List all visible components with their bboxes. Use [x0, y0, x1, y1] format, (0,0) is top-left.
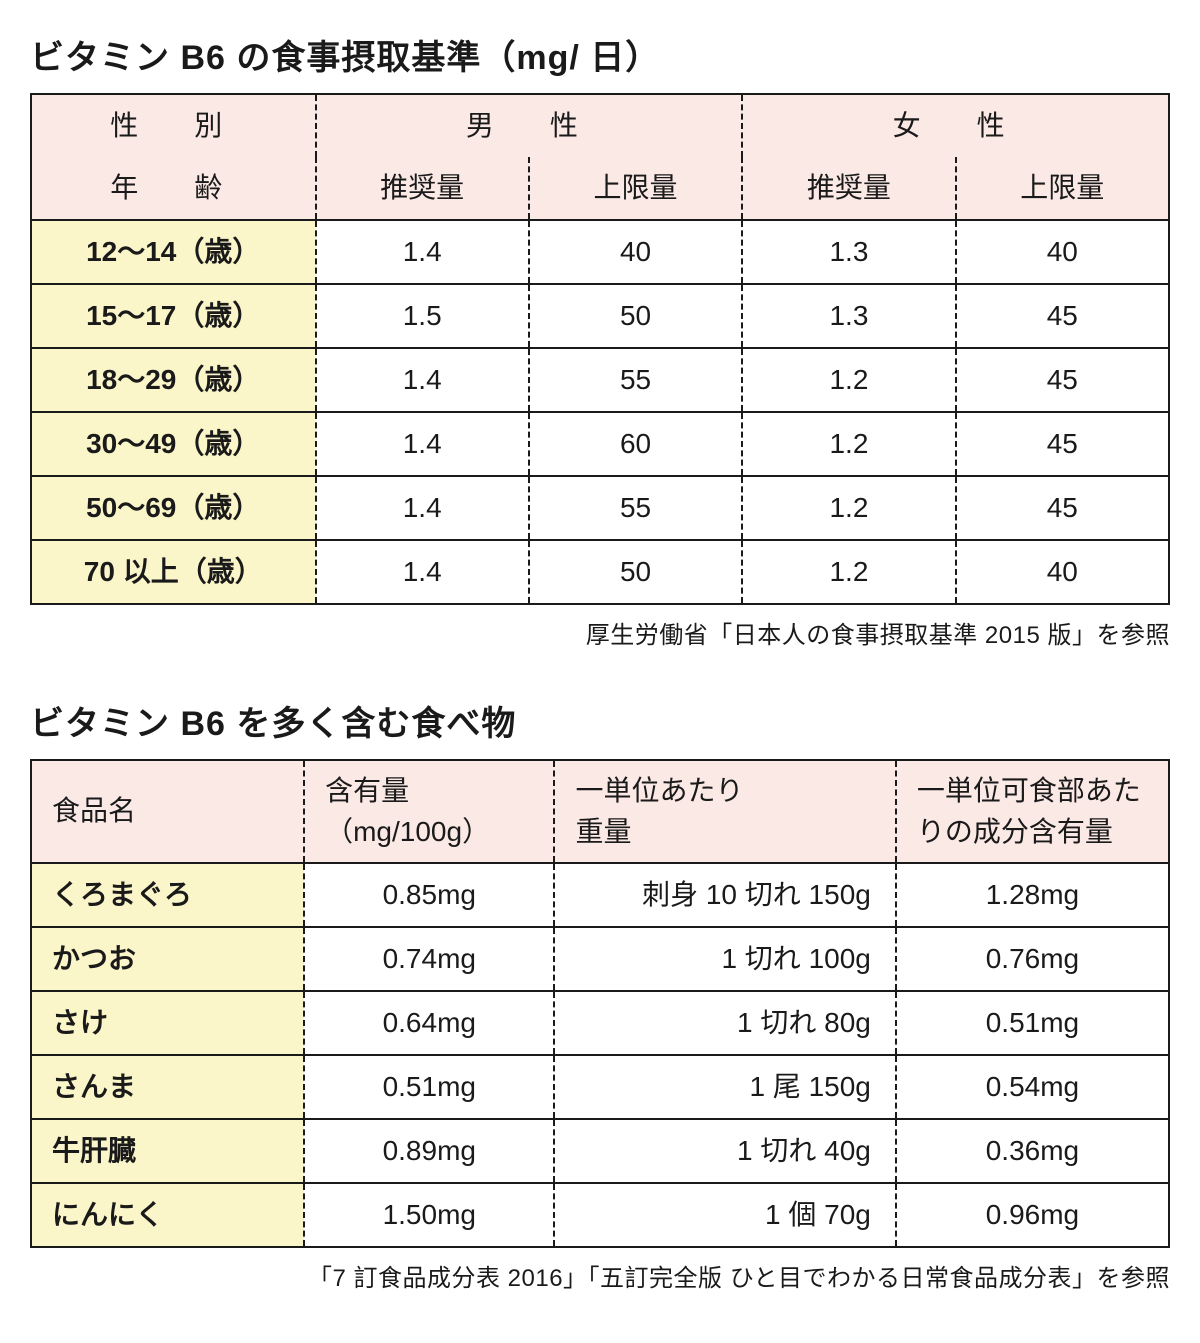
table-cell: 1 個 70g [554, 1183, 895, 1247]
table-cell: 1.4 [316, 412, 529, 476]
table-cell: 40 [956, 220, 1169, 284]
table-cell: 0.64mg [304, 991, 554, 1055]
table-cell: 1.4 [316, 540, 529, 604]
table-cell: 1.4 [316, 476, 529, 540]
table-cell: 1.3 [742, 284, 955, 348]
table-cell: 1.28mg [896, 863, 1169, 927]
table-cell: 1.3 [742, 220, 955, 284]
table-row-age: 70 以上（歳） [31, 540, 316, 604]
table-cell: 1.2 [742, 412, 955, 476]
table-cell: 45 [956, 476, 1169, 540]
table-row-food: にんにく [31, 1183, 304, 1247]
table2-source: 「7 訂食品成分表 2016」「五訂完全版 ひと目でわかる日常食品成分表」を参照 [30, 1258, 1170, 1293]
hdr-female: 女 性 [742, 94, 1169, 157]
hdr-age: 年 齢 [31, 157, 316, 220]
table-cell: 1.2 [742, 476, 955, 540]
hdr-unit-weight: 一単位あたり 重量 [554, 760, 895, 863]
foods-table: 食品名 含有量 （mg/100g） 一単位あたり 重量 一単位可食部あた りの成… [30, 759, 1170, 1248]
intake-standard-table: 性 別 男 性 女 性 年 齢 推奨量 上限量 推奨量 上限量 12〜14（歳）… [30, 93, 1170, 605]
table-row-age: 50〜69（歳） [31, 476, 316, 540]
hdr-f-up: 上限量 [956, 157, 1169, 220]
table-cell: 0.76mg [896, 927, 1169, 991]
table-cell: 1.2 [742, 348, 955, 412]
table-cell: 50 [529, 284, 742, 348]
table2-title: ビタミン B6 を多く含む食べ物 [30, 696, 1170, 745]
table-cell: 1.4 [316, 348, 529, 412]
table-cell: 0.36mg [896, 1119, 1169, 1183]
hdr-m-up: 上限量 [529, 157, 742, 220]
table-cell: 1.5 [316, 284, 529, 348]
table1-source: 厚生労働省「日本人の食事摂取基準 2015 版」を参照 [30, 615, 1170, 650]
table-cell: 45 [956, 284, 1169, 348]
table-row-age: 15〜17（歳） [31, 284, 316, 348]
table-row-age: 30〜49（歳） [31, 412, 316, 476]
table-cell: 1.4 [316, 220, 529, 284]
table-cell: 40 [529, 220, 742, 284]
hdr-food: 食品名 [31, 760, 304, 863]
table-cell: 1 尾 150g [554, 1055, 895, 1119]
table-row-age: 18〜29（歳） [31, 348, 316, 412]
table-cell: 1.50mg [304, 1183, 554, 1247]
hdr-content: 含有量 （mg/100g） [304, 760, 554, 863]
hdr-unit-content: 一単位可食部あた りの成分含有量 [896, 760, 1169, 863]
table-row-food: かつお [31, 927, 304, 991]
table-cell: 0.96mg [896, 1183, 1169, 1247]
table-row-food: くろまぐろ [31, 863, 304, 927]
hdr-m-rec: 推奨量 [316, 157, 529, 220]
table-cell: 40 [956, 540, 1169, 604]
table-row-age: 12〜14（歳） [31, 220, 316, 284]
table-cell: 刺身 10 切れ 150g [554, 863, 895, 927]
table-cell: 55 [529, 348, 742, 412]
table-cell: 0.85mg [304, 863, 554, 927]
table-row-food: さけ [31, 991, 304, 1055]
table-cell: 60 [529, 412, 742, 476]
table-cell: 0.74mg [304, 927, 554, 991]
table-cell: 0.51mg [896, 991, 1169, 1055]
table-cell: 0.51mg [304, 1055, 554, 1119]
hdr-f-rec: 推奨量 [742, 157, 955, 220]
table-cell: 45 [956, 412, 1169, 476]
table-cell: 1 切れ 80g [554, 991, 895, 1055]
table-cell: 55 [529, 476, 742, 540]
table-row-food: 牛肝臓 [31, 1119, 304, 1183]
table-cell: 1.2 [742, 540, 955, 604]
table-cell: 0.54mg [896, 1055, 1169, 1119]
hdr-male: 男 性 [316, 94, 743, 157]
table1-title: ビタミン B6 の食事摂取基準（mg/ 日） [30, 30, 1170, 79]
table-cell: 1 切れ 100g [554, 927, 895, 991]
table-cell: 0.89mg [304, 1119, 554, 1183]
table-cell: 50 [529, 540, 742, 604]
table-row-food: さんま [31, 1055, 304, 1119]
table-cell: 1 切れ 40g [554, 1119, 895, 1183]
table-cell: 45 [956, 348, 1169, 412]
hdr-gender: 性 別 [31, 94, 316, 157]
